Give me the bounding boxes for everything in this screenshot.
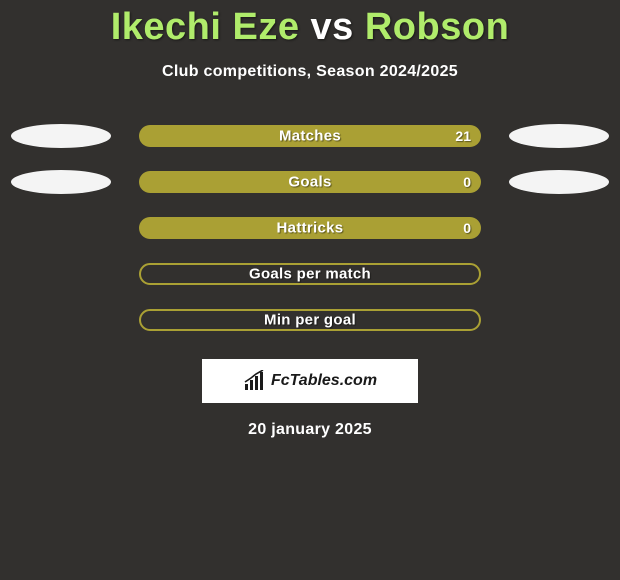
bar-track: Matches 21	[139, 125, 481, 147]
badge-text: FcTables.com	[271, 372, 377, 390]
right-ellipse	[509, 170, 609, 194]
stat-label: Min per goal	[264, 312, 356, 329]
chart-icon	[243, 370, 267, 392]
bar-track: Goals per match	[139, 263, 481, 285]
stat-value: 0	[463, 220, 471, 236]
stat-label: Goals per match	[249, 266, 371, 283]
title-part: vs	[299, 6, 364, 48]
stat-row: Goals 0	[0, 159, 620, 205]
stat-value: 0	[463, 174, 471, 190]
title-part: Robson	[365, 6, 509, 48]
stat-label: Hattricks	[277, 220, 344, 237]
title-part: Ikechi Eze	[111, 6, 300, 48]
page-title-wrap: Ikechi Eze vs Robson	[0, 0, 620, 49]
right-ellipse	[509, 124, 609, 148]
source-badge: FcTables.com	[202, 359, 418, 403]
stat-row: Goals per match	[0, 251, 620, 297]
stat-label: Goals	[288, 174, 331, 191]
stat-label: Matches	[279, 128, 341, 145]
left-ellipse	[11, 124, 111, 148]
bar-track: Min per goal	[139, 309, 481, 331]
bar-track: Hattricks 0	[139, 217, 481, 239]
left-ellipse	[11, 170, 111, 194]
stat-row: Hattricks 0	[0, 205, 620, 251]
page-title: Ikechi Eze vs Robson	[0, 6, 620, 49]
stat-value: 21	[455, 128, 471, 144]
bar-track: Goals 0	[139, 171, 481, 193]
stat-row: Min per goal	[0, 297, 620, 343]
footer-date: 20 january 2025	[0, 421, 620, 439]
comparison-rows: Matches 21 Goals 0 Hattricks 0 Goals per match…	[0, 113, 620, 343]
subtitle: Club competitions, Season 2024/2025	[0, 63, 620, 81]
bar-fill-right	[310, 171, 481, 193]
bar-fill-left	[139, 171, 310, 193]
stat-row: Matches 21	[0, 113, 620, 159]
